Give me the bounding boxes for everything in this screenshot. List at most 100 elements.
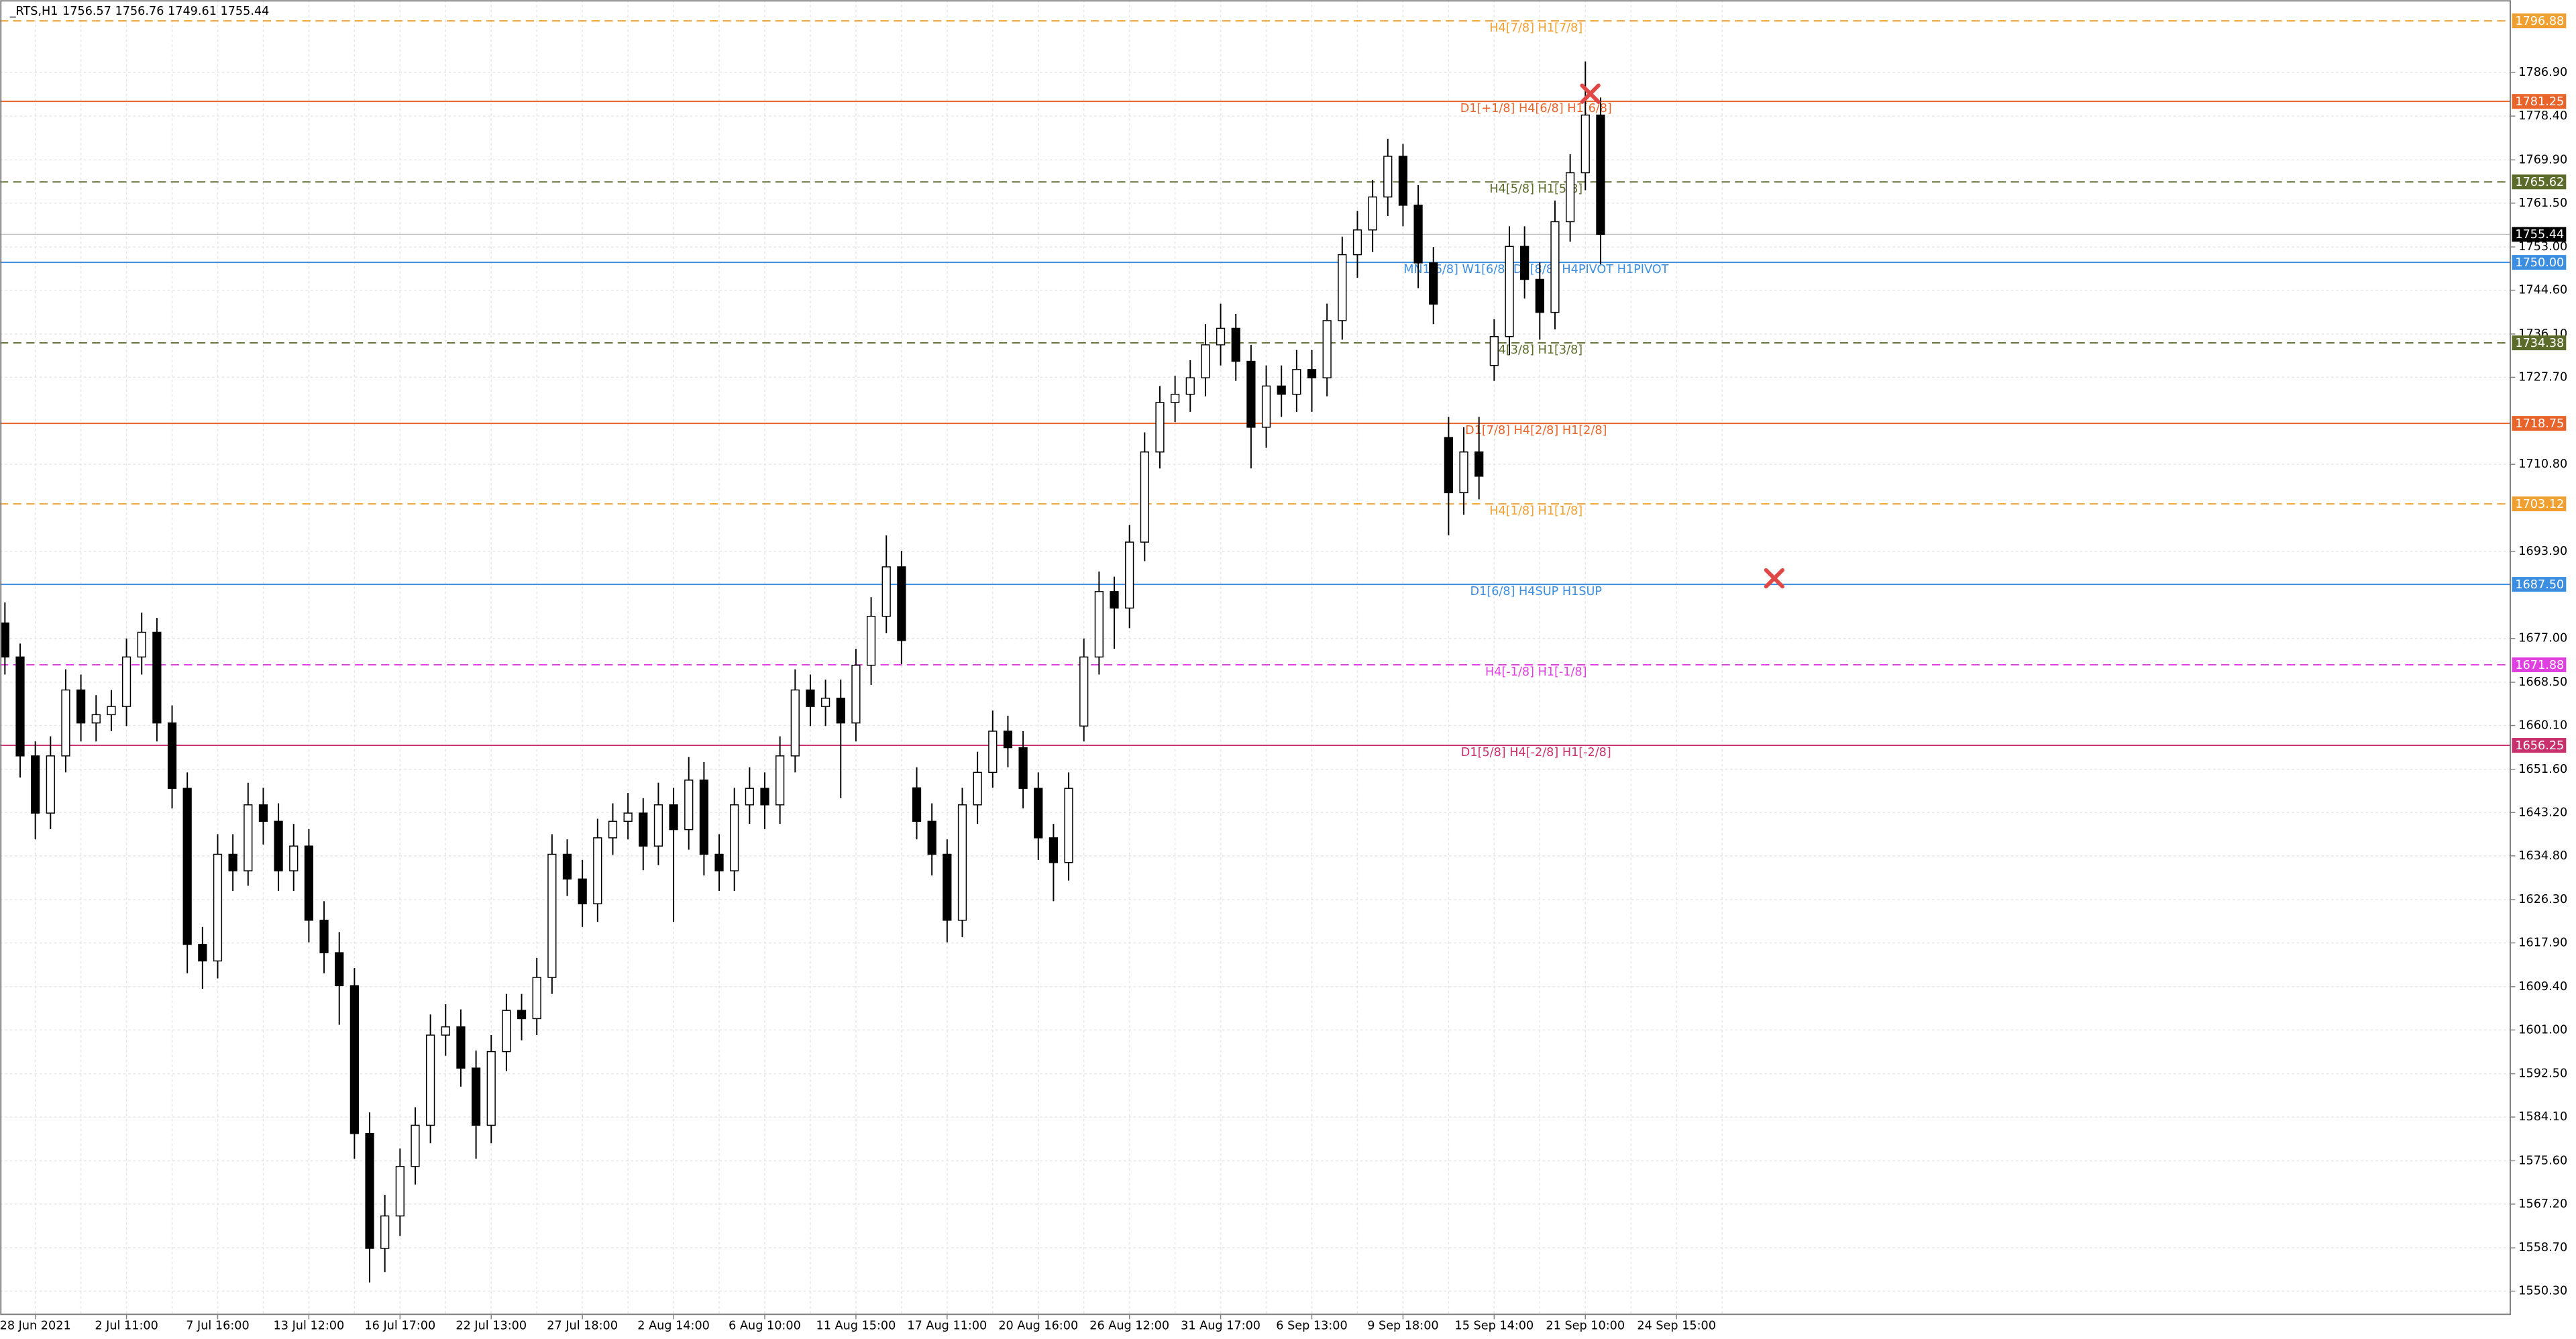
candle-body: [745, 788, 754, 806]
candle-body: [988, 731, 998, 773]
x-tick-label: 20 Aug 16:00: [998, 1319, 1078, 1332]
candle-body: [1125, 541, 1134, 609]
price-tag: [2512, 657, 2567, 673]
candle-body: [517, 1010, 527, 1020]
candle-body: [1580, 114, 1590, 174]
level-label: D1[6/8] H4SUP H1SUP: [1470, 585, 1603, 598]
candle-body: [289, 845, 299, 871]
level-label: H4[-1/8] H1[-1/8]: [1485, 665, 1587, 679]
price-tag: [2512, 496, 2567, 512]
trade-marker: [1580, 83, 1601, 104]
price-tag: [2512, 174, 2567, 190]
x-tick-label: 2 Aug 14:00: [637, 1319, 710, 1332]
y-tick-label: 1753.00: [2518, 240, 2567, 254]
candle-body: [1565, 172, 1575, 223]
candle-body: [790, 689, 800, 757]
candle-body: [1201, 344, 1210, 378]
y-tick-label: 1601.00: [2518, 1023, 2567, 1036]
candle-body: [1520, 246, 1529, 280]
candle-body: [31, 755, 40, 814]
x-tick-label: 22 Jul 13:00: [455, 1319, 527, 1332]
y-tick-label: 1668.50: [2518, 676, 2567, 689]
y-tick-label: 1550.30: [2518, 1285, 2567, 1298]
candle-body: [258, 804, 268, 822]
candle-body: [1596, 114, 1605, 235]
candle-body: [395, 1166, 405, 1217]
level-label: H4[1/8] H1[1/8]: [1489, 504, 1582, 518]
candle-body: [335, 952, 344, 987]
candle-body: [851, 664, 861, 724]
price-tag: [2512, 416, 2567, 431]
level-label: H4[3/8] H1[3/8]: [1489, 343, 1582, 357]
candle-body: [1383, 156, 1393, 198]
candle-body: [486, 1051, 496, 1126]
x-tick-label: 27 Jul 18:00: [547, 1319, 618, 1332]
price-tag: [2512, 94, 2567, 109]
price-tag-label: 1718.75: [2515, 417, 2564, 431]
plot-border: [0, 0, 2512, 1316]
candle-body: [593, 837, 602, 904]
candle-body: [1261, 385, 1271, 428]
candle-body: [1094, 591, 1104, 658]
x-tick-label: 2 Jul 11:00: [95, 1319, 158, 1332]
y-tick-label: 1778.40: [2518, 109, 2567, 123]
candle-body: [1459, 451, 1468, 494]
candle-body: [350, 985, 359, 1134]
candle-body: [547, 853, 557, 978]
candle-body: [897, 566, 906, 641]
candle-body: [927, 820, 936, 855]
candle-body: [1277, 385, 1286, 395]
candle-body: [1535, 278, 1544, 313]
candle-body: [1185, 377, 1195, 395]
y-tick-label: 1609.40: [2518, 980, 2567, 994]
candle-body: [1352, 229, 1362, 256]
x-tick-label: 6 Aug 10:00: [729, 1319, 801, 1332]
price-tag-label: 1796.88: [2515, 15, 2564, 28]
price-tag-label: 1703.12: [2515, 498, 2564, 511]
levels: H4[7/8] H1[7/8] D1[+1/8] H4[6/8] H1[6/8] H…: [0, 20, 2511, 759]
candle-body: [1140, 451, 1149, 543]
x-tick-label: 9 Sep 18:00: [1367, 1319, 1438, 1332]
candle-body: [957, 804, 967, 921]
candle-body: [866, 615, 876, 666]
candle-body: [46, 755, 55, 814]
candle-body: [441, 1026, 450, 1036]
y-tick-label: 1761.50: [2518, 197, 2567, 210]
candle-body: [244, 804, 253, 871]
candle-body: [198, 944, 207, 962]
candle-body: [775, 755, 785, 806]
x-tick-label: 26 Aug 12:00: [1089, 1319, 1169, 1332]
candle-body: [1444, 437, 1453, 494]
x-tick-label: 21 Sep 10:00: [1546, 1319, 1625, 1332]
candle-body: [76, 689, 86, 724]
candle-body: [806, 689, 815, 707]
candle-body: [107, 706, 116, 716]
level-label: D1[+1/8] H4[6/8] H1[6/8]: [1460, 102, 1612, 115]
candle-body: [1231, 327, 1240, 362]
candle-body: [1079, 656, 1089, 727]
candle-body: [836, 698, 845, 724]
candle-body: [1489, 335, 1499, 366]
candle-body: [1550, 221, 1560, 313]
candle-body: [0, 622, 9, 658]
y-tick-label: 1592.50: [2518, 1067, 2567, 1081]
candle-body: [532, 977, 541, 1020]
candle-body: [471, 1067, 481, 1126]
candle-body: [562, 853, 572, 880]
x-tick-label: 13 Jul 12:00: [274, 1319, 345, 1332]
candle-body: [502, 1010, 511, 1053]
price-tag-label: 1671.88: [2515, 659, 2564, 672]
candle-body: [304, 845, 314, 921]
x-tick-label: 24 Sep 15:00: [1637, 1319, 1716, 1332]
y-tick-label: 1710.80: [2518, 458, 2567, 471]
level-label: D1[5/8] H4[-2/8] H1[-2/8]: [1461, 746, 1611, 759]
candles: [0, 61, 1605, 1283]
candle-body: [365, 1132, 374, 1249]
y-tick-label: 1558.70: [2518, 1241, 2567, 1254]
candle-body: [121, 656, 131, 707]
candle-body: [426, 1034, 435, 1126]
candle-body: [912, 787, 922, 822]
